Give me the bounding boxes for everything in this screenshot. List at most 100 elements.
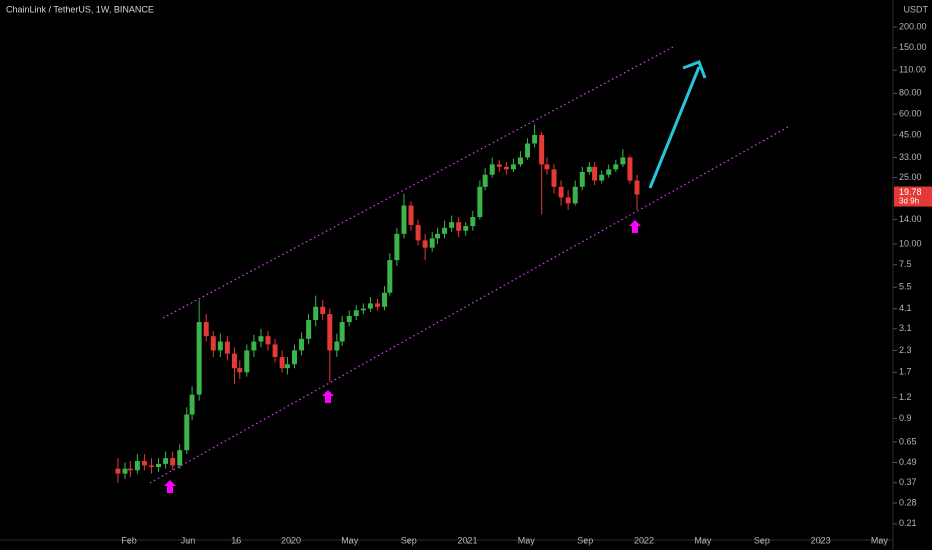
candle-body xyxy=(620,157,626,165)
candle-body xyxy=(408,205,414,225)
candle-body xyxy=(429,238,435,248)
candle-body xyxy=(374,303,380,307)
candle-body xyxy=(382,292,388,307)
forecast-arrow-head xyxy=(682,60,707,79)
candle-body xyxy=(196,322,202,395)
candle-body xyxy=(565,197,571,204)
candle-body xyxy=(599,174,605,181)
candle-body xyxy=(539,134,545,165)
candle-body xyxy=(122,468,128,474)
candle-body xyxy=(489,164,495,175)
x-tick-label: Sep xyxy=(401,535,417,545)
candle-body xyxy=(353,310,359,316)
candle-body xyxy=(477,186,483,218)
price-label: 19.78 xyxy=(899,187,922,197)
candle-body xyxy=(572,186,578,204)
y-tick-label: 0.28 xyxy=(899,497,917,507)
candle-body xyxy=(551,169,557,187)
candle-body xyxy=(470,217,476,227)
x-tick-label: Sep xyxy=(754,535,770,545)
y-tick-label: 0.49 xyxy=(899,457,917,467)
candle-body xyxy=(134,460,140,471)
candle-body xyxy=(339,322,345,342)
candle-body xyxy=(503,166,509,170)
y-tick-label: 0.65 xyxy=(899,436,917,446)
candle-body xyxy=(177,450,183,466)
candle-body xyxy=(401,205,407,234)
y-tick-label: 0.37 xyxy=(899,477,917,487)
candle-body xyxy=(346,315,352,323)
y-tick-label: 0.9 xyxy=(899,413,912,423)
x-tick-label: 2022 xyxy=(634,535,654,545)
y-tick-label: 110.00 xyxy=(899,65,926,75)
y-tick-label: 33.00 xyxy=(899,152,922,162)
candle-body xyxy=(284,364,290,369)
candle-body xyxy=(334,341,340,351)
candle-body xyxy=(251,341,257,351)
candle-body xyxy=(163,458,169,464)
y-tick-label: 1.7 xyxy=(899,367,912,377)
up-arrow xyxy=(164,480,176,493)
channel-lower xyxy=(149,126,789,484)
y-tick-label: 5.5 xyxy=(899,282,912,292)
candle-body xyxy=(156,463,162,468)
x-tick-label: May xyxy=(694,535,712,545)
y-tick-label: 150.00 xyxy=(899,42,927,52)
candle-body xyxy=(592,166,598,181)
candle-body xyxy=(237,368,243,373)
candle-body xyxy=(272,344,278,358)
candle-body xyxy=(442,227,448,234)
candle-body xyxy=(544,164,550,170)
channel-upper xyxy=(162,46,674,319)
candle-body xyxy=(586,166,592,172)
x-tick-label: Sep xyxy=(577,535,593,545)
candle-body xyxy=(517,157,523,165)
candle-body xyxy=(279,357,285,369)
y-tick-label: 10.00 xyxy=(899,238,922,248)
candle-body xyxy=(606,169,612,175)
y-tick-label: 2.3 xyxy=(899,345,912,355)
candle-body xyxy=(360,308,366,311)
candle-body xyxy=(265,336,271,345)
candle-body xyxy=(148,465,154,468)
x-tick-label: May xyxy=(341,535,359,545)
candle-body xyxy=(327,314,333,351)
candle-body xyxy=(367,303,373,309)
price-label-box xyxy=(894,186,932,207)
y-tick-label: 200.00 xyxy=(899,21,927,31)
candle-body xyxy=(141,460,147,466)
candle-body xyxy=(463,226,469,231)
candle-body xyxy=(224,341,230,354)
y-tick-label: 14.00 xyxy=(899,214,922,224)
candle-body xyxy=(387,260,393,293)
candle-body xyxy=(306,320,312,339)
candle-body xyxy=(627,157,633,181)
candle-body xyxy=(510,164,516,170)
y-tick-label: 45.00 xyxy=(899,129,922,139)
candle-body xyxy=(170,458,176,466)
candle-body xyxy=(422,240,428,248)
candle-body xyxy=(320,306,326,315)
countdown-label: 3d 9h xyxy=(899,197,919,206)
candle-body xyxy=(482,174,488,187)
y-tick-label: 0.21 xyxy=(899,518,917,528)
candle-body xyxy=(634,180,640,195)
candle-body xyxy=(203,322,209,337)
candle-body xyxy=(496,164,502,167)
y-tick-label: 1.2 xyxy=(899,392,912,402)
chart-title: ChainLink / TetherUS, 1W, BINANCE xyxy=(6,4,154,14)
candle-body xyxy=(184,414,190,451)
up-arrow xyxy=(322,390,334,403)
candle-body xyxy=(449,222,455,228)
candle-body xyxy=(313,306,319,321)
candle-body xyxy=(456,222,462,231)
candle-body xyxy=(210,336,216,351)
currency-label: USDT xyxy=(904,4,929,14)
candle-body xyxy=(189,394,195,415)
y-tick-label: 80.00 xyxy=(899,88,922,98)
forecast-arrow xyxy=(648,66,701,189)
candle-body xyxy=(217,341,223,351)
x-tick-label: Jun xyxy=(181,535,196,545)
